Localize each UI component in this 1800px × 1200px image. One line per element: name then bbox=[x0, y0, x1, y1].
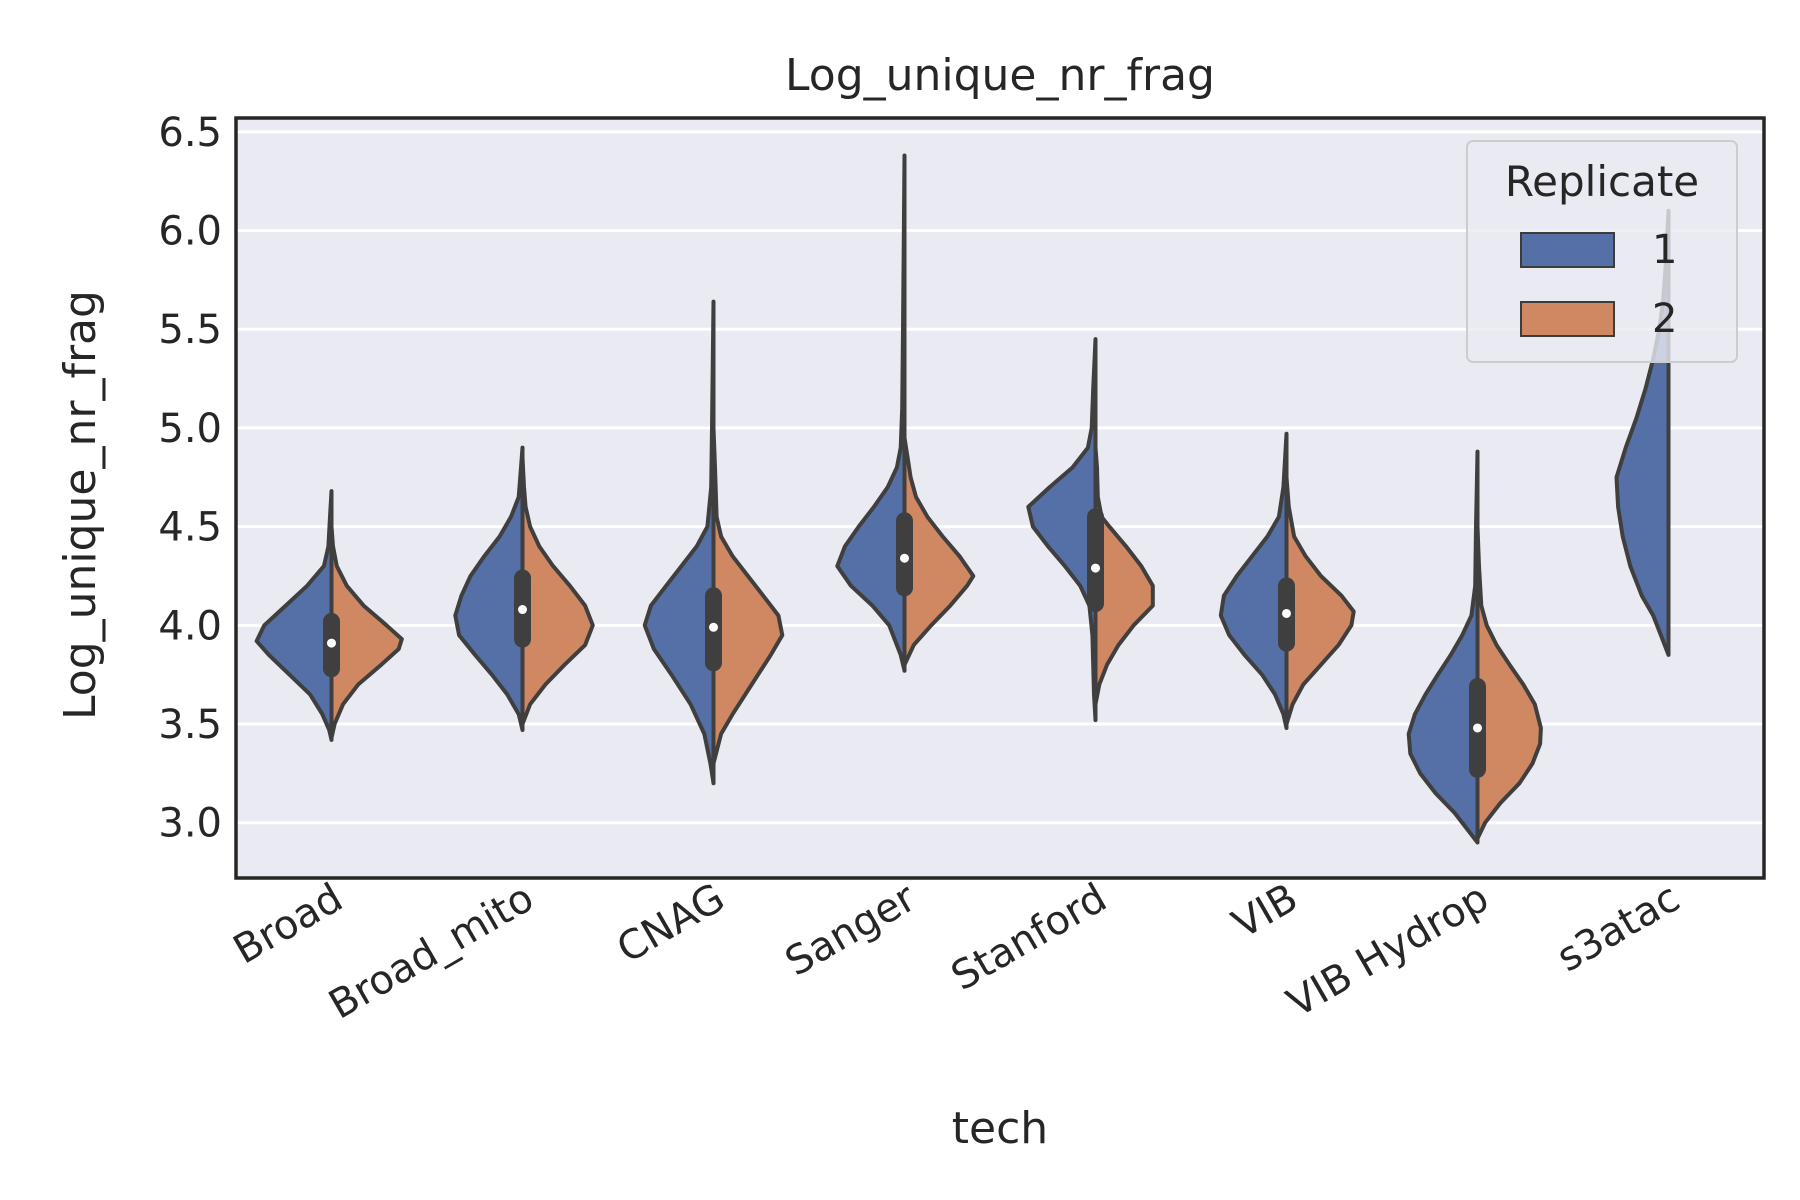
median-dot-broad-mito bbox=[518, 605, 527, 615]
legend: Replicate 1 2 bbox=[1466, 140, 1738, 363]
y-axis-label: Log_unique_nr_frag bbox=[55, 290, 106, 720]
chart-title: Log_unique_nr_frag bbox=[785, 50, 1215, 101]
x-tick-label-vib: VIB bbox=[1225, 875, 1306, 948]
y-tick-label: 3.5 bbox=[158, 702, 222, 748]
y-tick-label: 4.0 bbox=[158, 603, 222, 649]
violin-replicate-1-stanford bbox=[1026, 337, 1098, 723]
y-tick-labels: 3.0 3.5 4.0 4.5 5.0 5.5 6.0 6.5 bbox=[158, 110, 222, 847]
y-tick-label: 5.5 bbox=[158, 307, 222, 353]
y-tick-label: 5.0 bbox=[158, 406, 222, 452]
legend-label-replicate-1: 1 bbox=[1652, 227, 1677, 273]
y-tick-label: 6.0 bbox=[158, 209, 222, 255]
median-dot-stanford bbox=[1091, 563, 1100, 573]
inner-boxes bbox=[323, 155, 1671, 843]
y-tick-label: 3.0 bbox=[158, 801, 222, 847]
x-tick-label-broad: Broad bbox=[226, 875, 351, 974]
x-tick-label-cnag: CNAG bbox=[609, 875, 732, 973]
legend-label-replicate-2: 2 bbox=[1652, 296, 1677, 342]
x-tick-label-broad-mito: Broad_mito bbox=[321, 875, 541, 1029]
y-tick-label: 4.5 bbox=[158, 505, 222, 551]
plot-frame bbox=[234, 116, 1766, 880]
legend-swatch-replicate-1 bbox=[1520, 232, 1615, 268]
x-tick-label-vib-hydrop: VIB Hydrop bbox=[1280, 875, 1497, 1027]
x-tick-label-s3atac: s3atac bbox=[1549, 875, 1687, 981]
median-dot-broad bbox=[327, 638, 336, 648]
legend-title: Replicate bbox=[1505, 157, 1699, 206]
x-axis-label: tech bbox=[952, 1103, 1048, 1154]
legend-swatch-replicate-2 bbox=[1520, 301, 1615, 337]
median-dot-vib-hydrop bbox=[1473, 723, 1482, 733]
x-tick-label-stanford: Stanford bbox=[944, 875, 1115, 1000]
violin-replicate-1-vib bbox=[1218, 431, 1289, 730]
median-dot-vib bbox=[1282, 608, 1291, 618]
y-tick-label: 6.5 bbox=[158, 110, 222, 156]
x-tick-label-sanger: Sanger bbox=[778, 875, 924, 986]
median-dot-sanger bbox=[900, 553, 909, 563]
median-dot-cnag bbox=[709, 622, 718, 632]
